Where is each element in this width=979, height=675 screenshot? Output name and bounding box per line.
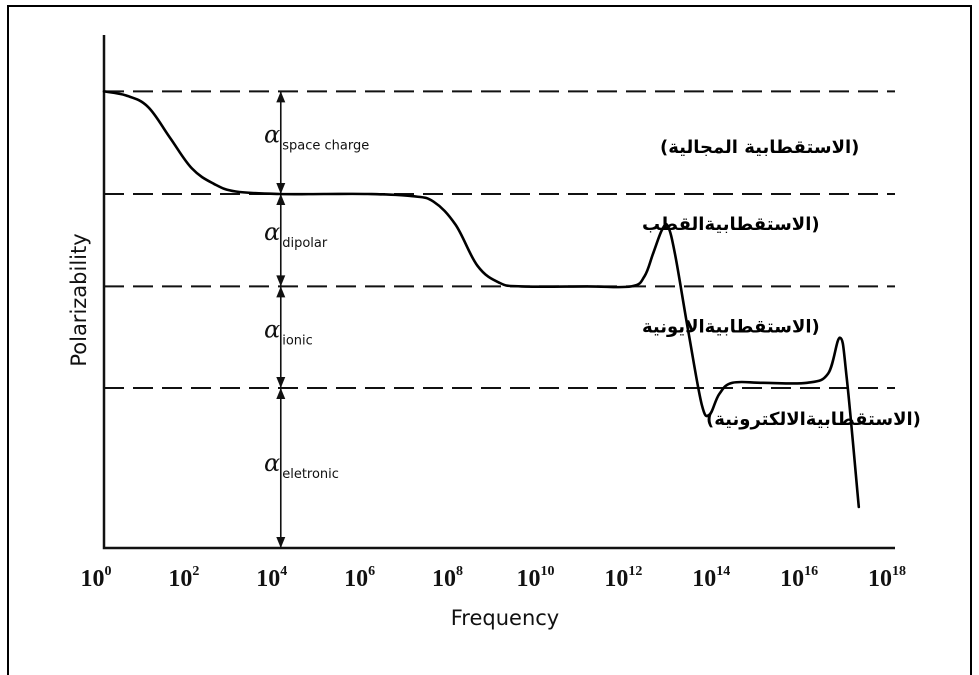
arrow-space-charge-bottom — [276, 183, 286, 195]
region-arabic-label-0: (الاستقطابية المجالية) — [660, 137, 859, 158]
region-symbol-3: α eletronic — [264, 449, 339, 482]
region-arabic-label-1: (الاستقطابيةالقطب — [642, 214, 820, 235]
x-axis-title: Frequency — [451, 606, 560, 630]
x-tick-label-6: 1012 — [604, 564, 642, 592]
region-arabic-label-3: (الاستقطابيةالالكترونية) — [706, 409, 921, 430]
arrow-dipolar-top — [276, 194, 286, 206]
region-arabic-label-2: (الاستقطابيةالايونية — [642, 317, 820, 338]
polarizability-curve — [102, 90, 861, 509]
region-symbol-2: α ionic — [264, 316, 313, 349]
level-lines — [104, 90, 895, 389]
x-tick-label-2: 104 — [256, 564, 287, 592]
x-tick-label-9: 1018 — [868, 564, 906, 592]
arrow-dipolar-bottom — [276, 275, 286, 287]
x-tick-label-1: 102 — [168, 564, 199, 592]
region-symbol-1: α dipolar — [264, 218, 328, 251]
x-tick-label-0: 100 — [81, 564, 112, 592]
x-tick-label-5: 1010 — [516, 564, 554, 592]
arrow-electronic-top — [276, 387, 286, 399]
x-tick-label-4: 108 — [432, 564, 463, 592]
arrow-electronic-bottom — [276, 537, 286, 548]
x-tick-labels: 100 102 104 106 108 1010 1012 1014 1016 1018 — [81, 564, 907, 592]
arrow-ionic-bottom — [276, 376, 286, 388]
figure-frame — [7, 5, 972, 675]
arrow-space-charge-top — [276, 91, 286, 103]
arrow-ionic-top — [276, 286, 286, 298]
region-symbol-0: α space charge — [264, 121, 369, 154]
region-labels: α space charge (الاستقطابية المجالية) α dipo… — [264, 121, 921, 482]
plot-axes — [102, 35, 895, 550]
region-markers — [276, 91, 286, 548]
x-tick-label-3: 106 — [344, 564, 375, 592]
y-axis-title: Polarizability — [67, 233, 91, 366]
x-tick-label-8: 1016 — [780, 564, 818, 592]
x-tick-label-7: 1014 — [692, 564, 730, 592]
